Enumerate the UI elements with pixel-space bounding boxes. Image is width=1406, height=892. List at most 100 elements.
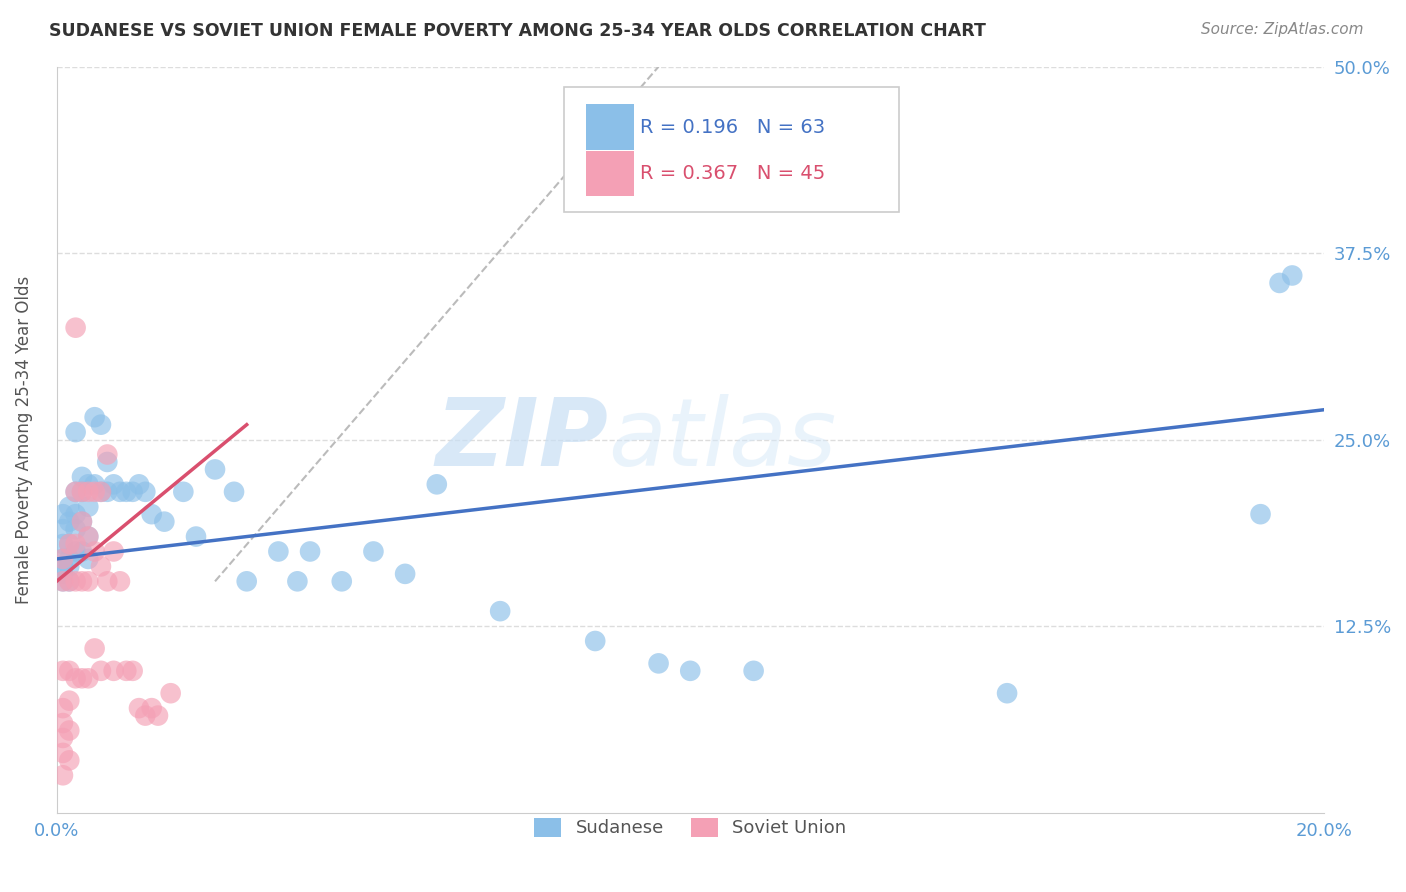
Point: [134, 708, 156, 723]
Point: [103, 664, 125, 678]
Point: [58, 664, 80, 678]
Point: [96, 448, 118, 462]
Point: [52, 664, 75, 678]
FancyBboxPatch shape: [586, 151, 634, 195]
Point: [70, 484, 93, 499]
Point: [83, 410, 105, 425]
Point: [141, 701, 163, 715]
Point: [58, 723, 80, 738]
Point: [52, 768, 75, 782]
Point: [65, 484, 87, 499]
Text: ZIP: ZIP: [434, 393, 607, 485]
Point: [90, 664, 112, 678]
Point: [70, 544, 93, 558]
Point: [52, 537, 75, 551]
Point: [184, 530, 207, 544]
Y-axis label: Female Poverty Among 25-34 Year Olds: Female Poverty Among 25-34 Year Olds: [15, 276, 32, 604]
FancyBboxPatch shape: [564, 87, 900, 212]
Text: R = 0.367   N = 45: R = 0.367 N = 45: [640, 164, 825, 183]
Point: [58, 537, 80, 551]
Point: [108, 484, 131, 499]
Point: [90, 559, 112, 574]
Point: [204, 462, 226, 476]
FancyBboxPatch shape: [586, 103, 634, 150]
Point: [52, 507, 75, 521]
Point: [90, 484, 112, 499]
Point: [96, 574, 118, 589]
Point: [77, 484, 100, 499]
Point: [70, 671, 93, 685]
Point: [52, 701, 75, 715]
Point: [58, 537, 80, 551]
Point: [77, 552, 100, 566]
Point: [70, 515, 93, 529]
Text: atlas: atlas: [607, 394, 837, 485]
Point: [58, 694, 80, 708]
Point: [77, 574, 100, 589]
Point: [83, 544, 105, 558]
Point: [58, 753, 80, 767]
Point: [1281, 268, 1303, 283]
Point: [52, 522, 75, 536]
Point: [70, 515, 93, 529]
Point: [103, 477, 125, 491]
Point: [146, 708, 169, 723]
Point: [77, 530, 100, 544]
Point: [742, 664, 765, 678]
Text: Source: ZipAtlas.com: Source: ZipAtlas.com: [1201, 22, 1364, 37]
Point: [426, 477, 449, 491]
Point: [65, 522, 87, 536]
Point: [1250, 507, 1272, 521]
Point: [52, 746, 75, 760]
Point: [103, 544, 125, 558]
Point: [128, 701, 150, 715]
Point: [330, 574, 353, 589]
Point: [287, 574, 309, 589]
Point: [153, 515, 176, 529]
Point: [222, 484, 245, 499]
Point: [77, 671, 100, 685]
Point: [83, 641, 105, 656]
Point: [65, 544, 87, 558]
Point: [70, 484, 93, 499]
Point: [77, 477, 100, 491]
Point: [52, 552, 75, 566]
Point: [115, 484, 138, 499]
Point: [115, 664, 138, 678]
Point: [90, 417, 112, 432]
Point: [806, 142, 828, 156]
Point: [52, 731, 75, 745]
Point: [96, 484, 118, 499]
Point: [267, 544, 290, 558]
Point: [58, 515, 80, 529]
Point: [583, 634, 606, 648]
Point: [489, 604, 512, 618]
Point: [58, 574, 80, 589]
Point: [121, 664, 143, 678]
Point: [65, 320, 87, 334]
Point: [121, 484, 143, 499]
Point: [1268, 276, 1291, 290]
Text: R = 0.196   N = 63: R = 0.196 N = 63: [640, 118, 825, 136]
Point: [96, 455, 118, 469]
Point: [52, 574, 75, 589]
Point: [235, 574, 257, 589]
Point: [70, 574, 93, 589]
Point: [58, 559, 80, 574]
Point: [159, 686, 181, 700]
Text: SUDANESE VS SOVIET UNION FEMALE POVERTY AMONG 25-34 YEAR OLDS CORRELATION CHART: SUDANESE VS SOVIET UNION FEMALE POVERTY …: [49, 22, 986, 40]
Point: [77, 530, 100, 544]
Point: [52, 552, 75, 566]
Point: [65, 425, 87, 439]
Point: [775, 164, 797, 178]
Point: [65, 671, 87, 685]
Point: [65, 507, 87, 521]
Point: [83, 477, 105, 491]
Point: [90, 484, 112, 499]
Legend: Sudanese, Soviet Union: Sudanese, Soviet Union: [527, 811, 853, 845]
Point: [52, 559, 75, 574]
Point: [70, 470, 93, 484]
Point: [58, 574, 80, 589]
Point: [647, 657, 669, 671]
Point: [58, 552, 80, 566]
